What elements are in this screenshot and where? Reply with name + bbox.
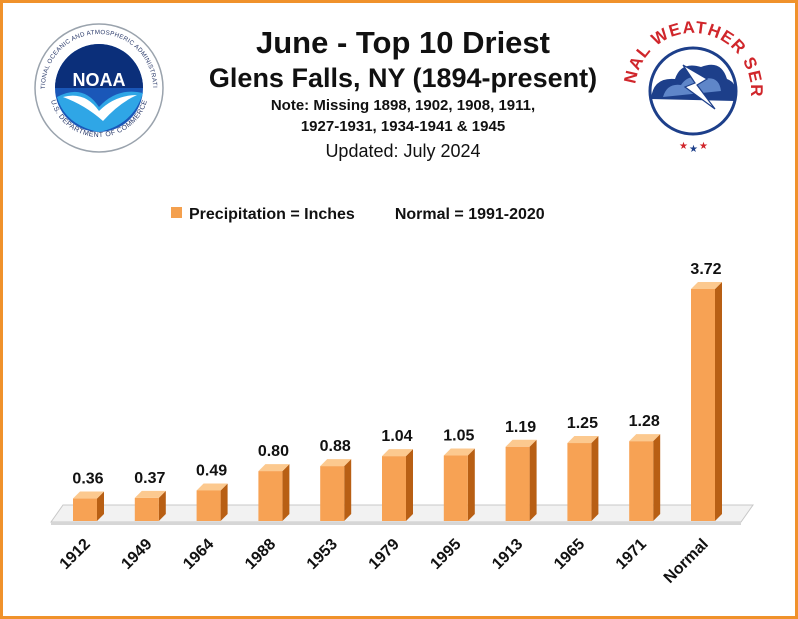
bar-side xyxy=(344,459,352,521)
category-label: 1971 xyxy=(613,536,650,573)
category-label: 1988 xyxy=(242,536,279,573)
category-label: 1964 xyxy=(180,536,217,573)
bar xyxy=(629,434,661,521)
legend: Precipitation = Inches Normal = 1991-2020 xyxy=(171,206,545,224)
bar-front xyxy=(196,490,221,521)
bar-front xyxy=(134,497,159,521)
bar-front xyxy=(691,289,715,521)
data-label: 1.05 xyxy=(443,428,474,445)
category-label: 1949 xyxy=(118,536,155,573)
bar-front xyxy=(443,455,468,521)
updated-date: Updated: July 2024 xyxy=(325,141,481,161)
bar xyxy=(320,459,352,521)
bar-side xyxy=(467,448,475,521)
legend-normal-label: Normal = 1991-2020 xyxy=(394,206,545,223)
bar-top xyxy=(382,449,413,457)
bar xyxy=(134,490,166,521)
legend-series-label: Precipitation = Inches xyxy=(189,206,355,223)
bar-front xyxy=(382,456,406,521)
noaa-logo: NATIONAL OCEANIC AND ATMOSPHERIC ADMINIS… xyxy=(33,13,164,153)
bar-front xyxy=(505,446,530,521)
bar-top xyxy=(73,491,104,499)
svg-text:NOAA: NOAA xyxy=(73,70,126,90)
bar-front xyxy=(567,443,592,521)
data-label: 1.04 xyxy=(381,428,412,445)
data-label: 0.88 xyxy=(320,438,351,455)
bar xyxy=(73,491,104,521)
svg-text:★: ★ xyxy=(689,144,698,155)
bar-top xyxy=(443,448,475,456)
category-label: Normal xyxy=(661,536,712,587)
data-label: 1.19 xyxy=(505,419,536,436)
bar-top xyxy=(629,434,661,442)
bar xyxy=(691,282,722,521)
bar-front xyxy=(629,441,654,521)
bar-top xyxy=(691,282,722,289)
bar xyxy=(258,464,290,521)
svg-text:★: ★ xyxy=(699,141,708,152)
bar-front xyxy=(258,471,283,521)
bar-side xyxy=(406,449,413,521)
bar xyxy=(443,448,475,521)
bar-side xyxy=(653,434,661,521)
bar-side xyxy=(158,490,166,521)
bar-side xyxy=(97,491,104,521)
bar-side xyxy=(591,436,599,521)
data-label: 3.72 xyxy=(690,261,721,278)
data-label: 0.36 xyxy=(72,471,103,488)
svg-text:★: ★ xyxy=(679,141,688,152)
bar-top xyxy=(196,483,228,491)
category-label: 1979 xyxy=(366,536,403,573)
bar-top xyxy=(320,459,352,467)
bar-front xyxy=(320,466,345,521)
data-label: 0.80 xyxy=(258,443,289,460)
data-label: 1.25 xyxy=(567,415,598,432)
bar-top xyxy=(134,490,166,498)
title-block: June - Top 10 Driest Glens Falls, NY (18… xyxy=(173,25,633,163)
legend-swatch xyxy=(171,207,182,218)
data-label: 1.28 xyxy=(629,413,660,430)
nws-logo: NATIONAL WEATHER SERVICE ★ ★ ★ xyxy=(623,13,763,155)
bar xyxy=(382,449,413,521)
category-label: 1912 xyxy=(57,536,94,573)
bar xyxy=(196,483,228,521)
category-label: 1965 xyxy=(551,536,588,573)
bar-chart: 0.36 0.37 0.49 0.80 0.88 1.04 1.05 1.19 1.25 1.28… xyxy=(50,261,754,587)
bar-front xyxy=(73,498,97,521)
category-label: 1913 xyxy=(489,536,526,573)
category-label: 1953 xyxy=(304,536,341,573)
bar xyxy=(505,439,537,521)
chart-subtitle: Glens Falls, NY (1894-present) xyxy=(208,63,598,93)
data-label: 0.37 xyxy=(134,470,165,487)
bar xyxy=(567,436,599,521)
chart-floor-edge xyxy=(51,522,741,525)
bar-top xyxy=(505,439,537,447)
category-label: 1995 xyxy=(427,536,464,573)
chart-title: June - Top 10 Driest xyxy=(256,25,550,60)
bar-side xyxy=(715,282,722,521)
data-label: 0.49 xyxy=(196,462,227,479)
missing-years-note-line1: Note: Missing 1898, 1902, 1908, 1911, xyxy=(270,97,536,114)
missing-years-note-line2: 1927-1931, 1934-1941 & 1945 xyxy=(300,118,506,135)
bar-side xyxy=(529,439,537,521)
bar-top xyxy=(258,464,290,472)
bar-side xyxy=(282,464,290,521)
bar-top xyxy=(567,436,599,444)
bar-side xyxy=(220,483,228,521)
